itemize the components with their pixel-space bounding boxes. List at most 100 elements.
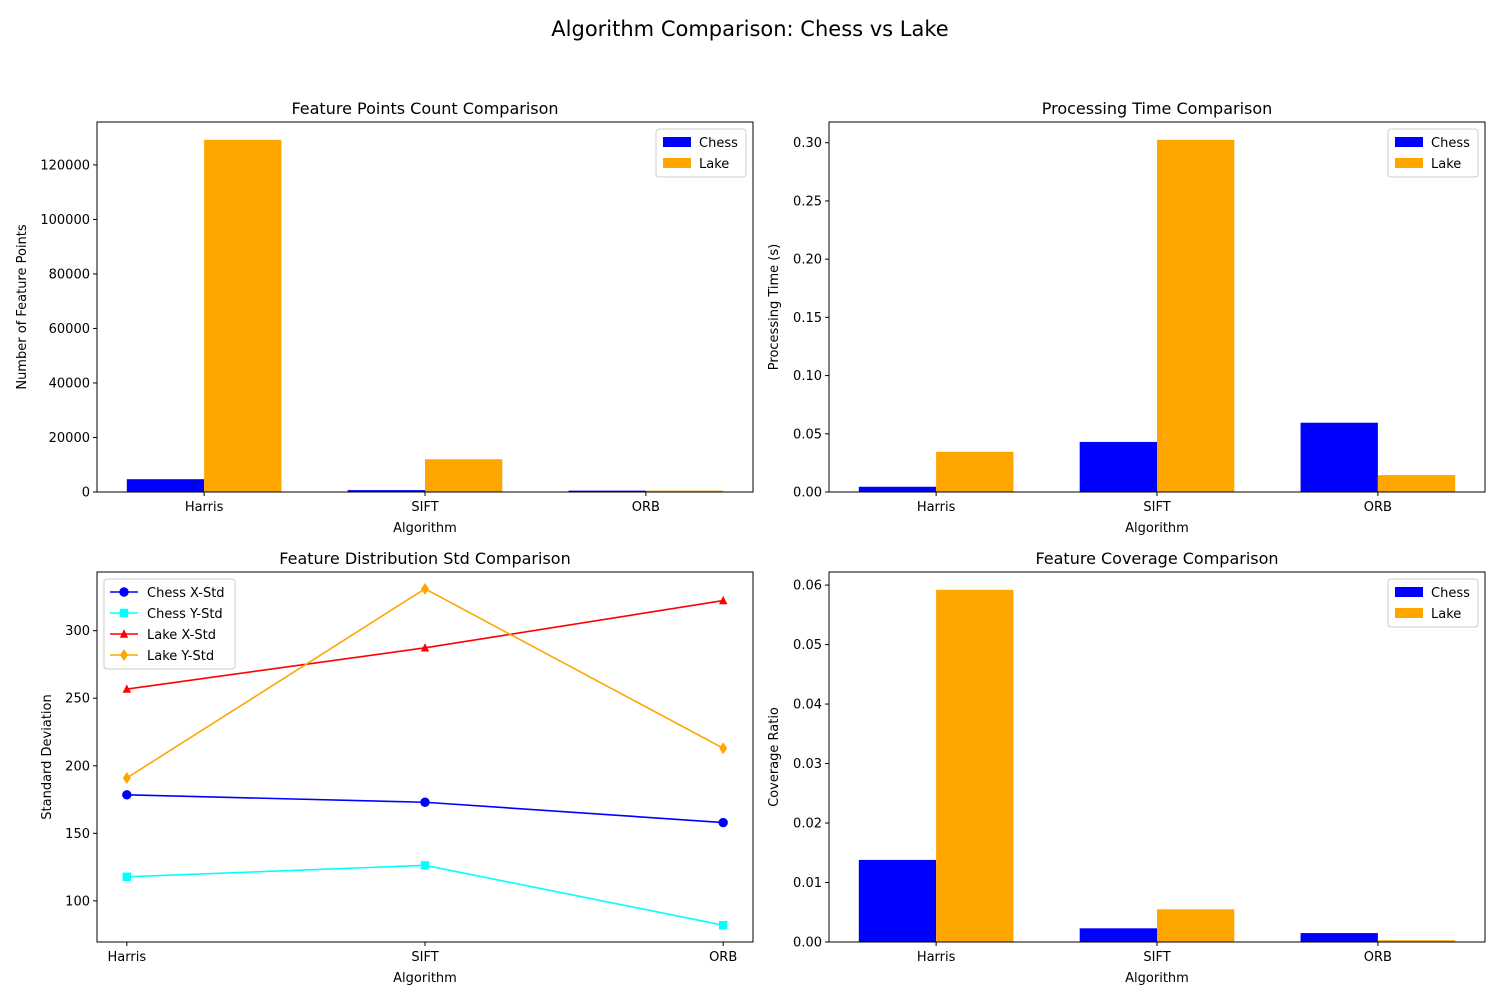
legend-swatch — [1395, 137, 1423, 147]
x-tick-label: ORB — [1364, 950, 1392, 965]
point-lake-y-std-sift — [421, 582, 429, 595]
legend: Chess X-Std Chess Y-Std Lake X-Std Lake Y-S… — [103, 578, 236, 670]
legend-label: Chess — [1431, 136, 1470, 151]
x-tick-label: Harris — [108, 950, 147, 965]
y-axis-label: Number of Feature Points — [15, 224, 30, 390]
y-tick-label: 0 — [82, 486, 90, 501]
y-tick-label: 20000 — [49, 431, 90, 446]
y-tick-label: 0.01 — [793, 876, 822, 891]
legend-marker — [120, 649, 128, 661]
bar-chess-sift — [1079, 441, 1157, 492]
bar-lake-sift — [1157, 139, 1235, 492]
y-tick-label: 250 — [65, 692, 90, 707]
x-tick-label: SIFT — [411, 500, 438, 515]
bar-lake-orb — [1377, 475, 1456, 492]
point-chess-x-std-sift — [420, 797, 430, 807]
x-axis-label: Algorithm — [1125, 521, 1189, 536]
y-tick-label: 0.15 — [793, 311, 822, 326]
y-tick-label: 0.03 — [793, 757, 822, 772]
chart-processing-time: 0.00 0.05 0.10 0.15 0.20 0.25 0.30 Harris SIFT OR… — [767, 99, 1486, 536]
legend-swatch — [663, 158, 691, 168]
y-tick-label: 0.25 — [793, 194, 822, 209]
x-tick-label: Harris — [185, 500, 224, 515]
bar-chess-sift — [347, 490, 425, 492]
chart-title: Feature Points Count Comparison — [291, 99, 558, 118]
bar-chess-orb — [568, 490, 646, 492]
x-tick-label: SIFT — [1143, 500, 1170, 515]
y-tick-label: 40000 — [49, 376, 90, 391]
bar-lake-harris — [204, 139, 282, 492]
point-chess-y-std-harris — [122, 872, 132, 882]
y-tick-label: 60000 — [49, 322, 90, 337]
legend-label: Lake X-Std — [147, 628, 216, 643]
bar-lake-orb — [645, 490, 724, 492]
x-tick-label: SIFT — [1143, 950, 1170, 965]
bar-lake-harris — [936, 589, 1014, 942]
legend-marker — [119, 587, 129, 597]
y-axis-label: Standard Deviation — [40, 694, 55, 819]
legend-label: Lake — [1431, 607, 1461, 622]
y-tick-label: 100 — [65, 894, 90, 909]
bar-chess-orb — [1300, 422, 1378, 492]
x-tick-label: Harris — [917, 500, 956, 515]
chart-title: Processing Time Comparison — [1042, 99, 1273, 118]
legend-swatch — [1395, 587, 1423, 597]
point-lake-x-std-orb — [718, 595, 728, 605]
legend-label: Lake — [699, 157, 729, 172]
y-tick-label: 0.00 — [793, 936, 822, 951]
legend: Chess Lake — [1387, 578, 1479, 628]
chart-coverage: 0.00 0.01 0.02 0.03 0.04 0.05 0.06 Harris SIFT OR… — [767, 549, 1486, 986]
x-tick-label: ORB — [632, 500, 660, 515]
legend-swatch — [1395, 158, 1423, 168]
point-chess-x-std-orb — [718, 817, 728, 828]
point-chess-y-std-sift — [420, 861, 430, 870]
legend: Chess Lake — [655, 128, 747, 178]
legend-box — [103, 578, 236, 670]
y-tick-label: 0.05 — [793, 638, 822, 653]
x-axis-label: Algorithm — [393, 971, 457, 986]
legend-swatch — [1395, 608, 1423, 618]
bar-chess-harris — [126, 479, 205, 492]
bar-chess-orb — [1300, 933, 1378, 942]
x-tick-label: SIFT — [411, 950, 438, 965]
point-lake-x-std-sift — [420, 643, 430, 652]
legend-label: Lake — [1431, 157, 1461, 172]
y-tick-label: 0.20 — [793, 253, 822, 268]
x-tick-label: Harris — [917, 950, 956, 965]
bar-lake-sift — [425, 459, 503, 492]
legend-marker — [119, 629, 129, 638]
legend-label: Chess — [699, 136, 738, 151]
y-tick-label: 300 — [65, 624, 90, 639]
point-chess-y-std-orb — [718, 920, 728, 930]
x-axis-label: Algorithm — [393, 521, 457, 536]
y-tick-label: 0.02 — [793, 817, 822, 832]
chart-panels: 0 20000 40000 60000 80000 100000 120000 Harris S… — [15, 99, 1486, 986]
legend-label: Lake Y-Std — [147, 649, 214, 664]
y-axis-label: Coverage Ratio — [767, 707, 782, 807]
bar-lake-sift — [1157, 909, 1235, 942]
chart-title: Feature Distribution Std Comparison — [279, 549, 570, 568]
chart-std-distribution: 100 150 200 250 300 Harris SIFT ORB Feature Dist… — [40, 549, 754, 986]
y-tick-label: 200 — [65, 759, 90, 774]
x-tick-label: ORB — [1364, 500, 1392, 515]
bar-chess-harris — [858, 486, 937, 492]
point-lake-y-std-harris — [122, 771, 131, 784]
y-axis-label: Processing Time (s) — [767, 244, 782, 370]
y-tick-label: 0.05 — [793, 427, 822, 442]
y-tick-label: 0.00 — [793, 486, 822, 501]
y-tick-label: 0.30 — [793, 136, 822, 151]
legend-label: Chess — [1431, 586, 1470, 601]
y-tick-label: 80000 — [49, 267, 90, 282]
y-tick-label: 150 — [65, 827, 90, 842]
figure-title: Algorithm Comparison: Chess vs Lake — [551, 17, 948, 41]
x-tick-label: ORB — [709, 950, 737, 965]
bar-lake-harris — [936, 451, 1014, 492]
legend-label: Chess X-Std — [147, 586, 225, 601]
chart-title: Feature Coverage Comparison — [1035, 549, 1278, 568]
y-tick-label: 0.06 — [793, 579, 822, 594]
legend-marker — [119, 608, 129, 618]
y-tick-label: 0.04 — [793, 698, 822, 713]
point-lake-x-std-harris — [122, 684, 132, 693]
bar-chess-harris — [858, 859, 937, 942]
